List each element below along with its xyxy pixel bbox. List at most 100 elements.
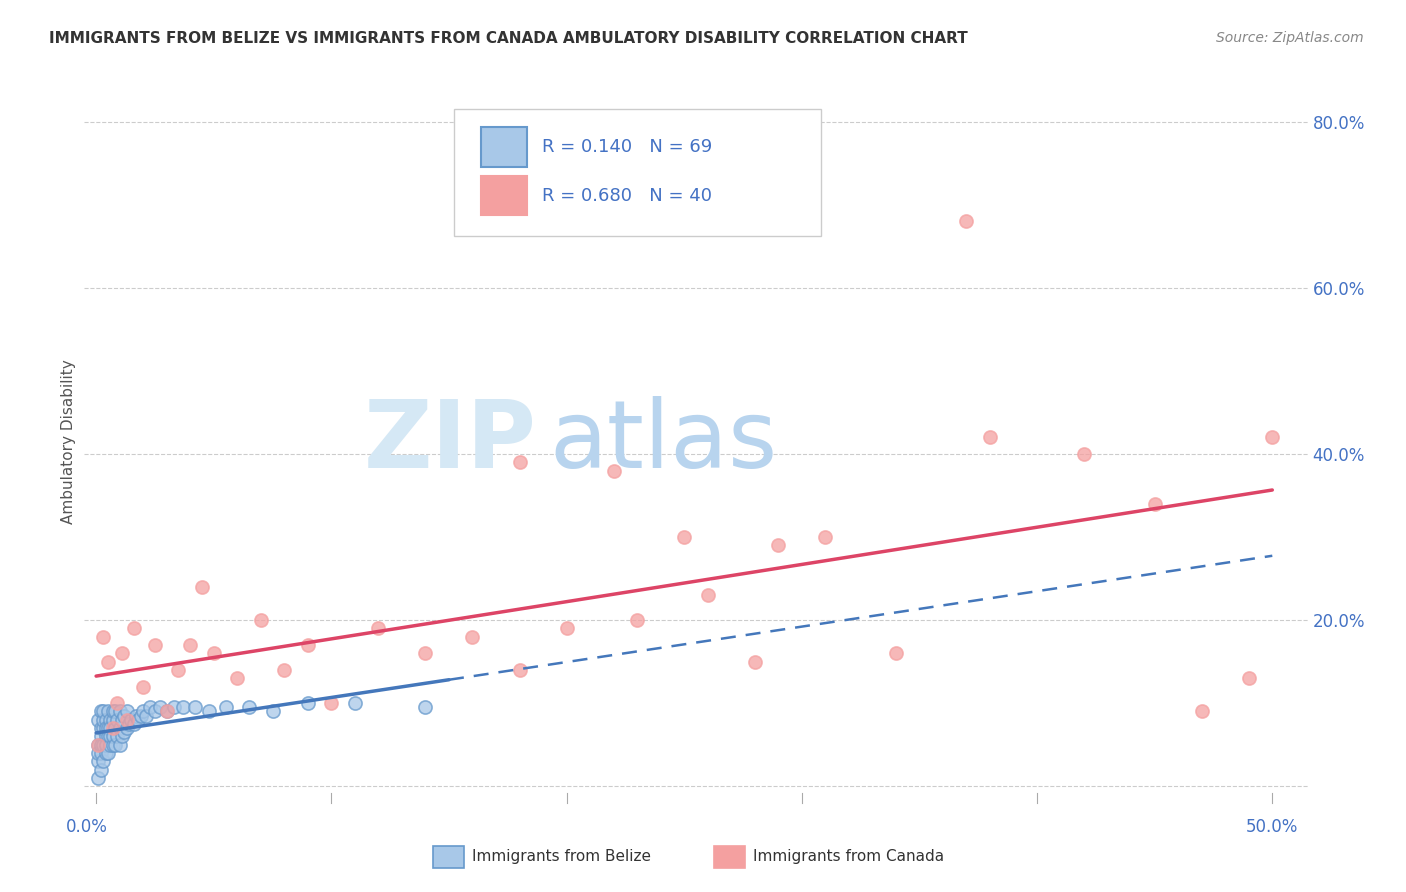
Point <box>509 455 531 469</box>
Point <box>1261 430 1284 444</box>
Point <box>555 621 578 635</box>
Y-axis label: Ambulatory Disability: Ambulatory Disability <box>60 359 76 524</box>
Point <box>87 738 110 752</box>
Point <box>149 700 172 714</box>
Point <box>415 700 437 714</box>
Point <box>297 638 319 652</box>
Point <box>129 708 152 723</box>
Point <box>91 721 114 735</box>
Bar <box>481 128 527 167</box>
Bar <box>481 176 527 215</box>
Point <box>884 646 907 660</box>
Point <box>97 730 120 744</box>
FancyBboxPatch shape <box>454 109 821 235</box>
Point <box>167 663 190 677</box>
Point <box>118 717 141 731</box>
Point <box>105 730 128 744</box>
Point <box>198 705 221 719</box>
Point <box>101 713 124 727</box>
Point <box>226 671 249 685</box>
Point <box>101 730 124 744</box>
Point <box>321 696 343 710</box>
Bar <box>714 847 745 868</box>
Point <box>273 663 295 677</box>
Point <box>94 730 117 744</box>
Point <box>91 713 114 727</box>
Point <box>87 754 110 768</box>
Point <box>143 705 166 719</box>
Point <box>1073 447 1095 461</box>
Point <box>115 721 138 735</box>
Point <box>108 721 131 735</box>
Point <box>191 580 214 594</box>
Point <box>367 621 389 635</box>
Point <box>112 725 135 739</box>
Point <box>101 738 124 752</box>
Point <box>115 705 138 719</box>
Point <box>98 738 121 752</box>
Point <box>955 214 977 228</box>
Point <box>97 705 120 719</box>
Point <box>104 705 127 719</box>
Point <box>179 638 201 652</box>
Bar <box>433 847 464 868</box>
Point <box>696 588 718 602</box>
Point <box>94 713 117 727</box>
Point <box>90 738 112 752</box>
Point <box>111 646 134 660</box>
Point <box>105 696 128 710</box>
Point <box>111 730 134 744</box>
Point <box>122 717 145 731</box>
Point <box>108 705 131 719</box>
Point <box>163 700 186 714</box>
Point <box>1237 671 1260 685</box>
Point <box>97 746 120 760</box>
Point <box>101 705 124 719</box>
Point <box>111 713 134 727</box>
Point <box>91 705 114 719</box>
Point <box>122 621 145 635</box>
Point <box>461 630 484 644</box>
Text: R = 0.680   N = 40: R = 0.680 N = 40 <box>541 187 711 205</box>
Point <box>132 705 155 719</box>
Point <box>94 746 117 760</box>
Point <box>135 708 157 723</box>
Text: Source: ZipAtlas.com: Source: ZipAtlas.com <box>1216 31 1364 45</box>
Point <box>1191 705 1213 719</box>
Point <box>602 464 624 478</box>
Point <box>115 713 138 727</box>
Point <box>214 700 236 714</box>
Point <box>814 530 837 544</box>
Point <box>125 708 148 723</box>
Point <box>91 754 114 768</box>
Point <box>98 730 121 744</box>
Point <box>87 738 110 752</box>
Point <box>249 613 271 627</box>
Point <box>297 696 319 710</box>
Point <box>202 646 225 660</box>
Point <box>87 713 110 727</box>
Point <box>104 738 127 752</box>
Point <box>94 721 117 735</box>
Point <box>97 721 120 735</box>
Point <box>87 771 110 785</box>
Text: Immigrants from Canada: Immigrants from Canada <box>754 849 945 864</box>
Point <box>120 713 142 727</box>
Point <box>90 705 112 719</box>
Point <box>238 700 260 714</box>
Point <box>90 721 112 735</box>
Point <box>139 700 162 714</box>
Point <box>98 721 121 735</box>
Point <box>626 613 648 627</box>
Point <box>127 713 149 727</box>
Point <box>91 738 114 752</box>
Point <box>101 721 124 735</box>
Text: 50.0%: 50.0% <box>1246 818 1299 836</box>
Point <box>673 530 696 544</box>
Point <box>979 430 1001 444</box>
Point <box>105 713 128 727</box>
Point <box>97 655 120 669</box>
Point <box>184 700 207 714</box>
Text: R = 0.140   N = 69: R = 0.140 N = 69 <box>541 138 711 156</box>
Point <box>91 630 114 644</box>
